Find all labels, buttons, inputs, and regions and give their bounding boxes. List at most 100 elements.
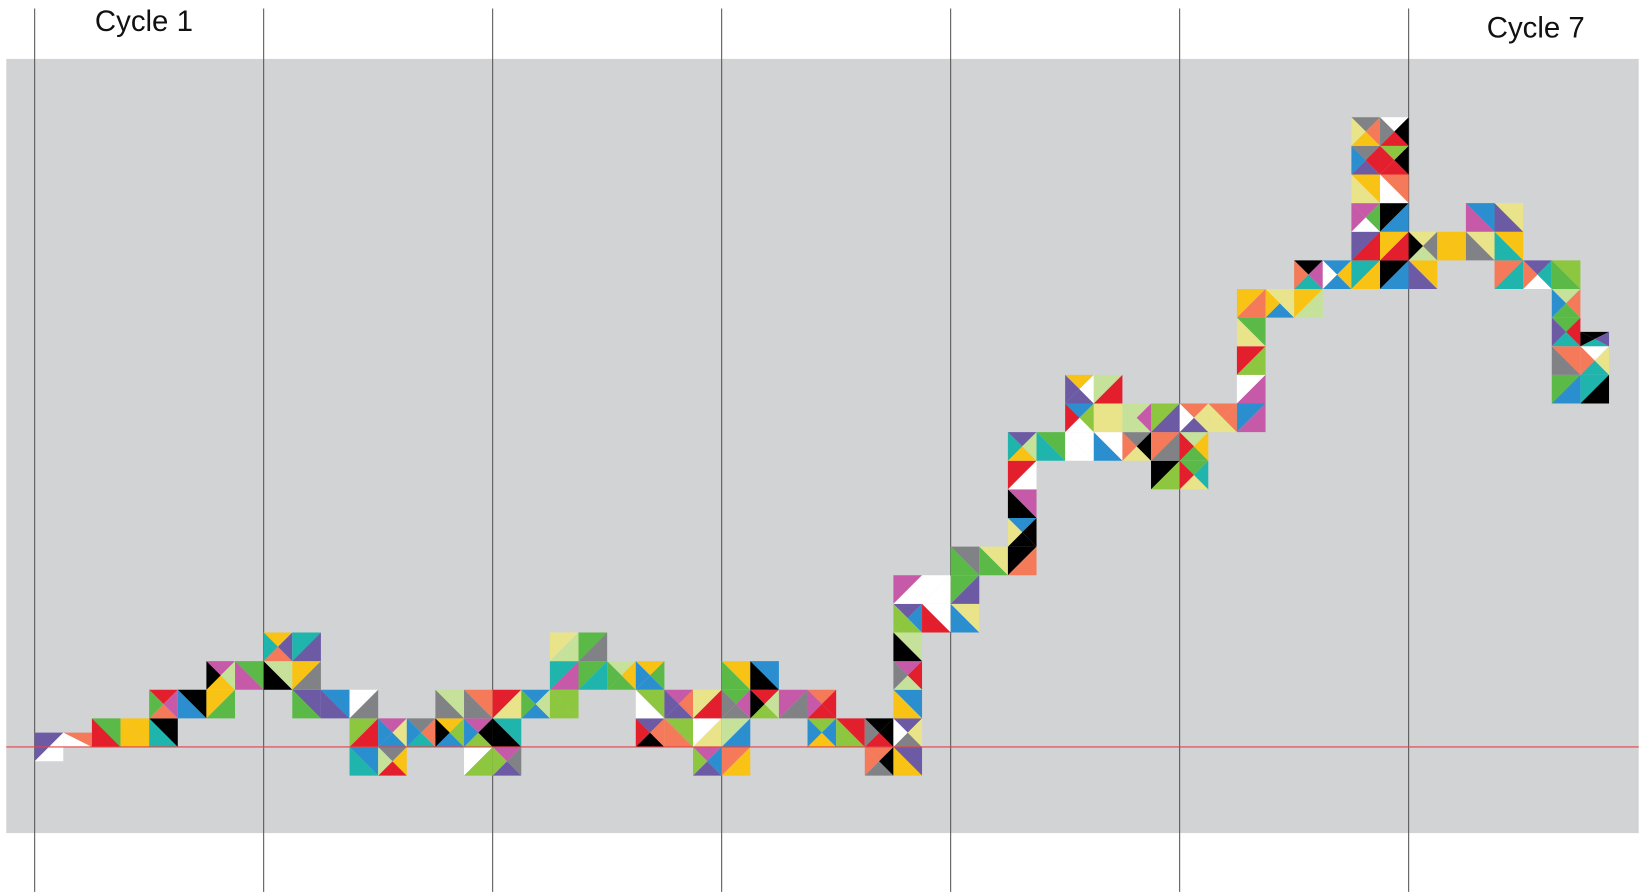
tile-column bbox=[1065, 374, 1094, 461]
tile-triangle bbox=[907, 718, 923, 747]
tile-triangle bbox=[807, 718, 837, 733]
tile-triangle bbox=[1151, 432, 1180, 461]
tile-column bbox=[492, 689, 522, 776]
tile-triangle bbox=[707, 746, 722, 776]
tile-triangle bbox=[1365, 145, 1381, 175]
tile-triangle bbox=[1380, 203, 1409, 232]
tile-triangle bbox=[721, 689, 751, 705]
tile-triangle bbox=[521, 689, 550, 705]
tile-column bbox=[1437, 231, 1466, 261]
tile-triangle bbox=[1222, 403, 1237, 433]
tile-triangle bbox=[1551, 317, 1581, 332]
tile-triangle bbox=[1337, 260, 1352, 289]
tile-column bbox=[435, 689, 465, 747]
tile-triangle bbox=[1236, 317, 1266, 347]
tile-triangle bbox=[1007, 446, 1037, 461]
tile-triangle bbox=[378, 718, 407, 733]
tile-triangle bbox=[149, 689, 178, 705]
tile-triangle bbox=[1551, 288, 1581, 304]
tile-triangle bbox=[1007, 517, 1023, 547]
tile-triangle bbox=[1551, 346, 1581, 375]
tile-triangle bbox=[1093, 432, 1123, 461]
tile-triangle bbox=[435, 718, 465, 733]
tile-triangle bbox=[1351, 117, 1381, 132]
tile-column bbox=[1122, 403, 1152, 461]
tile-triangle bbox=[1551, 331, 1581, 347]
tile-triangle bbox=[206, 675, 236, 690]
cycle-label: Cycle 1 bbox=[95, 5, 193, 38]
tile-triangle bbox=[1151, 403, 1180, 433]
tile-triangle bbox=[1394, 145, 1409, 175]
tile-triangle bbox=[735, 689, 751, 719]
tile-triangle bbox=[893, 732, 923, 747]
tile-triangle bbox=[1236, 374, 1266, 404]
tile-column bbox=[607, 661, 636, 690]
tile-triangle bbox=[1179, 432, 1194, 461]
tile-triangle bbox=[807, 718, 822, 747]
tile-triangle bbox=[1551, 303, 1581, 318]
tile-column bbox=[836, 718, 865, 747]
tile-triangle bbox=[635, 661, 651, 690]
tile-triangle bbox=[1308, 260, 1323, 289]
tile-triangle bbox=[821, 718, 837, 747]
tile-triangle bbox=[435, 689, 465, 719]
tile-triangle bbox=[406, 718, 422, 747]
tile-triangle bbox=[1179, 403, 1194, 433]
tile-triangle bbox=[635, 718, 651, 747]
tile-triangle bbox=[864, 718, 894, 733]
tile-triangle bbox=[1007, 432, 1037, 447]
tile-triangle bbox=[893, 575, 923, 604]
tile-triangle bbox=[750, 689, 779, 705]
tile-triangle bbox=[1551, 288, 1567, 318]
tile-triangle bbox=[893, 718, 923, 733]
tile-triangle bbox=[893, 603, 923, 619]
tile-triangle bbox=[1351, 145, 1381, 161]
tile-triangle bbox=[1122, 403, 1137, 433]
tile-triangle bbox=[1122, 446, 1152, 461]
tile-triangle bbox=[1351, 217, 1381, 232]
tile-triangle bbox=[1380, 131, 1409, 146]
tile-triangle bbox=[750, 661, 779, 690]
tile-triangle bbox=[277, 632, 293, 662]
tile-triangle bbox=[120, 718, 150, 747]
tile-triangle bbox=[664, 718, 694, 747]
tile-triangle bbox=[1179, 475, 1209, 490]
tile-triangle bbox=[421, 718, 436, 747]
tile-triangle bbox=[206, 661, 236, 676]
tile-column bbox=[1036, 432, 1066, 461]
tile-triangle bbox=[721, 718, 751, 747]
tile-triangle bbox=[149, 718, 178, 747]
tile-column bbox=[1093, 374, 1123, 461]
tile-triangle bbox=[1065, 374, 1094, 390]
tile-triangle bbox=[1380, 117, 1409, 132]
tile-triangle bbox=[1007, 517, 1037, 533]
tile-triangle bbox=[879, 718, 894, 747]
tile-triangle bbox=[1580, 331, 1595, 347]
tile-triangle bbox=[864, 746, 894, 762]
tile-triangle bbox=[478, 718, 493, 747]
tile-triangle bbox=[1594, 346, 1610, 375]
tile-triangle bbox=[1580, 374, 1610, 404]
tile-column bbox=[693, 689, 722, 776]
tile-triangle bbox=[664, 704, 694, 719]
tile-triangle bbox=[1322, 260, 1338, 289]
tile-triangle bbox=[693, 746, 708, 776]
tile-triangle bbox=[1537, 260, 1552, 289]
tile-triangle bbox=[1007, 489, 1037, 518]
tile-column bbox=[1523, 260, 1552, 289]
tile-column bbox=[750, 661, 779, 719]
tile-triangle bbox=[635, 718, 665, 733]
tile-triangle bbox=[1193, 460, 1209, 490]
tile-triangle bbox=[1580, 346, 1595, 375]
tile-triangle bbox=[492, 718, 522, 747]
tile-triangle bbox=[1523, 260, 1538, 289]
tile-triangle bbox=[607, 661, 636, 676]
tile-column bbox=[120, 718, 150, 747]
tile-triangle bbox=[1394, 117, 1409, 146]
tile-triangle bbox=[464, 718, 493, 733]
tile-triangle bbox=[807, 704, 837, 719]
tile-triangle bbox=[693, 761, 722, 776]
tile-triangle bbox=[1580, 346, 1610, 361]
tile-triangle bbox=[220, 661, 236, 690]
